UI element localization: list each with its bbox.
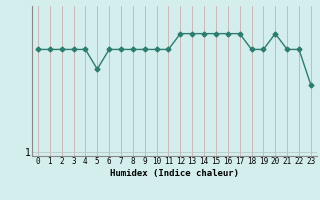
X-axis label: Humidex (Indice chaleur): Humidex (Indice chaleur) (110, 169, 239, 178)
